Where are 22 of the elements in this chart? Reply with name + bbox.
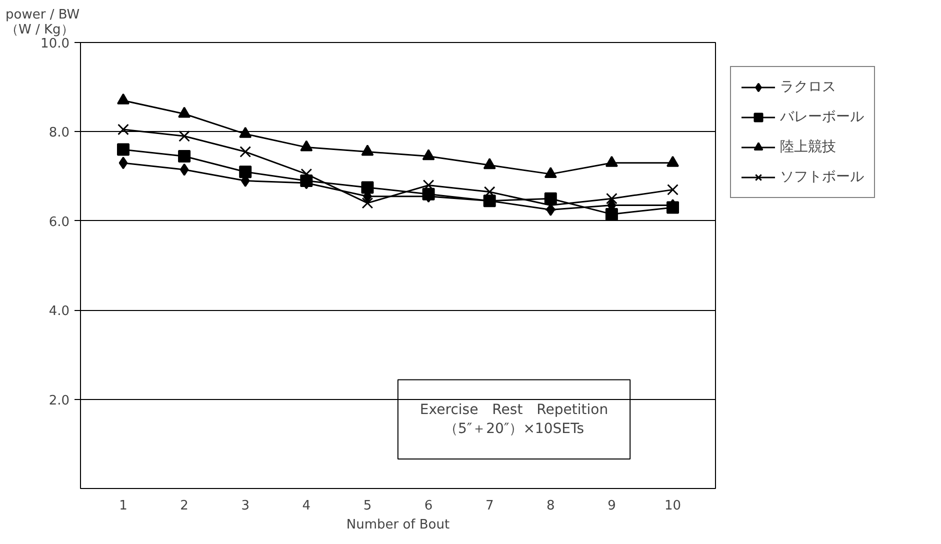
legend-label: ソフトボール	[780, 168, 864, 186]
legend-label: バレーボール	[780, 108, 864, 126]
y-tick-label: 4.0	[48, 304, 70, 320]
x-tick-label: 9	[608, 498, 616, 514]
y-axis-title: power / BW （W / Kg）	[6, 8, 80, 38]
x-tick-label: 5	[363, 498, 372, 514]
annotation: Exercise Rest Repetition （5″＋20″）×10SETs	[420, 402, 608, 437]
x-tick-label: 2	[180, 498, 188, 514]
x-tick-label: 4	[302, 498, 311, 514]
x-tick-label: 8	[546, 498, 555, 514]
x-tick-label: 6	[424, 498, 433, 514]
x-tick-label: 7	[485, 498, 494, 514]
y-tick-label: 10.0	[40, 36, 70, 52]
legend-label: ラクロス	[780, 78, 836, 96]
y-tick-label: 2.0	[48, 393, 70, 408]
x-tick-label: 3	[241, 498, 250, 514]
y-tick-label: 6.0	[48, 214, 70, 230]
y-tick-label: 8.0	[48, 126, 70, 141]
x-tick-label: 10	[664, 498, 682, 514]
x-tick-label: 1	[119, 498, 128, 514]
legend-label: 陸上競技	[780, 138, 836, 156]
x-axis-title: Number of Bout	[346, 518, 450, 532]
